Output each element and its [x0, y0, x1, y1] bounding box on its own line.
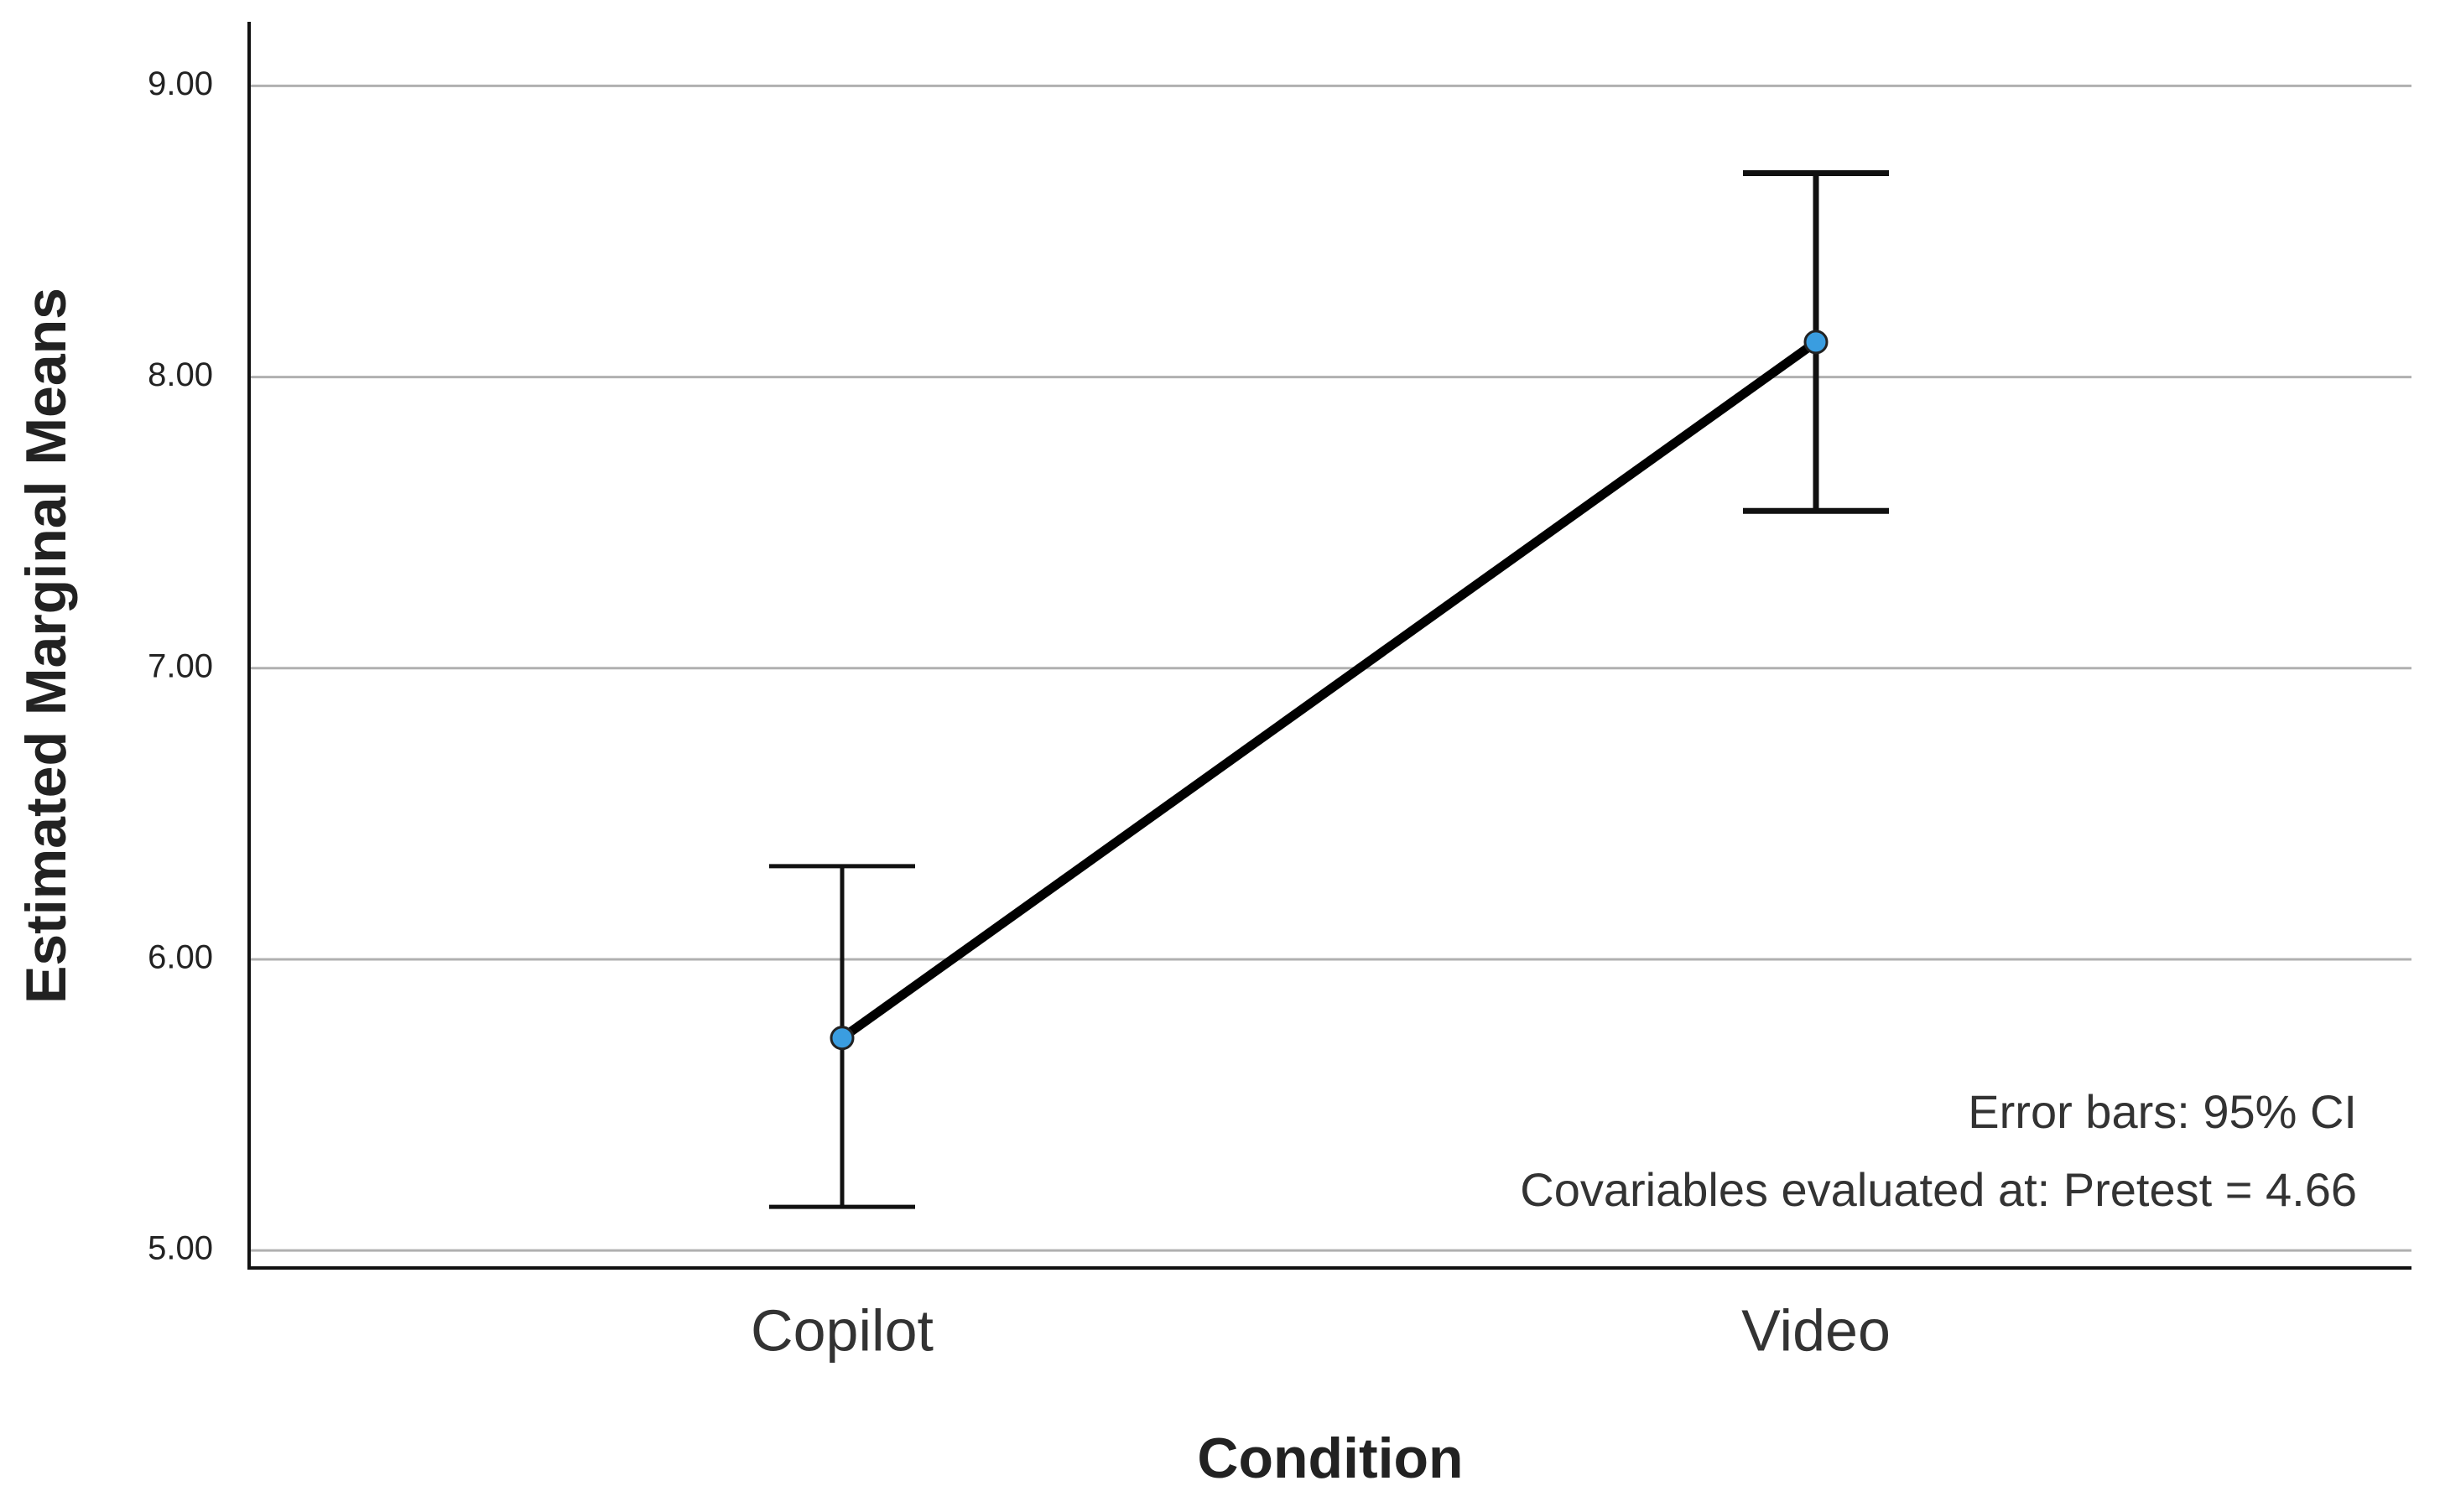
y-tick-label: 7.00 — [148, 647, 213, 684]
y-tick-label: 8.00 — [148, 356, 213, 393]
y-axis-title: Estimated Marginal Means — [14, 288, 78, 1004]
y-tick-label: 6.00 — [148, 939, 213, 976]
x-tick-label: Copilot — [751, 1297, 934, 1363]
y-tick-label: 5.00 — [148, 1230, 213, 1267]
x-tick-label: Video — [1741, 1297, 1891, 1363]
axes — [247, 22, 2411, 1270]
mean-marker — [1803, 330, 1829, 355]
annotation: Covariables evaluated at: Pretest = 4.66 — [1520, 1163, 2357, 1216]
mean-line — [839, 338, 1819, 1042]
y-tick-label: 9.00 — [148, 65, 213, 102]
mean-marker — [830, 1026, 855, 1051]
annotation: Error bars: 95% CI — [1968, 1085, 2357, 1138]
x-axis-title: Condition — [1197, 1426, 1463, 1490]
